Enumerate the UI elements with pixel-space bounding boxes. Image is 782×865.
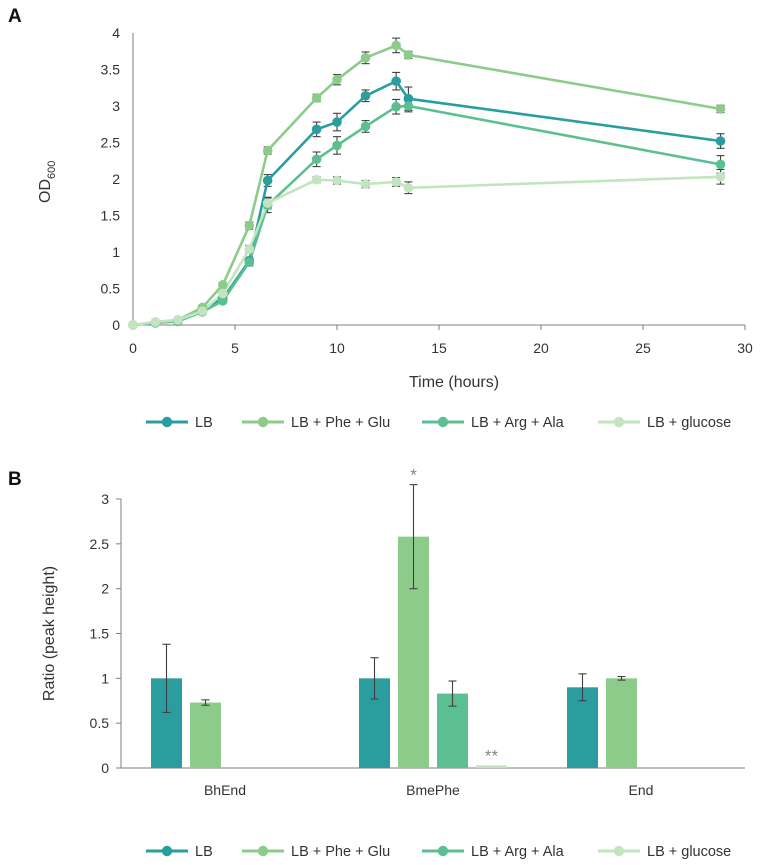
growth-point-lb-arg-ala bbox=[403, 101, 414, 111]
growth-point-lb bbox=[715, 136, 726, 146]
growth-point-lb-glucose bbox=[391, 177, 401, 187]
growth-curve-chart: 0 5 10 15 20 25 30 0 0.5 1 1.5 2 2.5 3 3.5 4 OD600 Time… bbox=[37, 25, 753, 391]
growth-x-tick-label: 0 bbox=[129, 340, 137, 356]
growth-point-lb-glucose bbox=[150, 317, 161, 327]
growth-y-tick-label: 3 bbox=[112, 98, 120, 114]
growth-point-lb-arg-ala bbox=[311, 154, 322, 165]
growth-legend-key-marker-lb bbox=[161, 416, 173, 428]
growth-point-lb-arg-ala bbox=[217, 296, 228, 306]
growth-point-lb-glucose bbox=[332, 175, 342, 186]
ratio-legend-label-lb-arg-ala: LB + Arg + Ala bbox=[471, 844, 565, 860]
panel-b-label: B bbox=[8, 469, 22, 490]
growth-point-lb-glucose bbox=[311, 174, 322, 185]
panel-a-label: A bbox=[8, 6, 22, 27]
growth-y-tick-label: 0.5 bbox=[101, 281, 121, 297]
growth-y-tick-label: 1 bbox=[112, 244, 120, 260]
growth-point-lb-arg-ala bbox=[332, 140, 342, 151]
ratio-legend-key-marker-lb bbox=[161, 845, 173, 857]
growth-legend-label-lb-arg-ala: LB + Arg + Ala bbox=[471, 415, 565, 431]
ratio-y-tick-label: 1 bbox=[101, 670, 109, 686]
growth-point-lb-glucose bbox=[715, 172, 726, 182]
growth-point-lb-phe-glu bbox=[403, 50, 414, 60]
ratio-legend-label-lb: LB bbox=[195, 844, 213, 860]
growth-point-lb-arg-ala bbox=[715, 159, 726, 170]
growth-point-lb-phe-glu bbox=[391, 40, 401, 51]
growth-point-lb-arg-ala bbox=[391, 101, 401, 112]
growth-y-tick-label: 2.5 bbox=[101, 135, 121, 151]
significance-marker: * bbox=[410, 466, 417, 485]
growth-legend-label-lb: LB bbox=[195, 415, 213, 431]
growth-y-axis-title-subscript: 600 bbox=[46, 161, 58, 179]
growth-point-lb bbox=[391, 76, 401, 86]
growth-point-lb-phe-glu bbox=[715, 104, 726, 114]
growth-y-tick-label: 4 bbox=[112, 25, 120, 41]
ratio-y-tick-label: 0 bbox=[101, 760, 109, 776]
growth-y-tick-label: 1.5 bbox=[101, 208, 121, 224]
growth-x-tick-label: 20 bbox=[533, 340, 549, 356]
ratio-y-tick-label: 0.5 bbox=[90, 715, 110, 731]
ratio-y-tick-label: 3 bbox=[101, 491, 109, 507]
growth-point-lb-phe-glu bbox=[332, 74, 342, 85]
ratio-legend-key-marker-lb-phe-glu bbox=[257, 845, 269, 857]
growth-point-lb-glucose bbox=[262, 198, 273, 208]
growth-x-tick-label: 15 bbox=[431, 340, 447, 356]
ratio-legend: LB LB + Phe + Glu LB + Arg + Ala LB + gluco… bbox=[146, 844, 731, 860]
growth-point-lb-phe-glu bbox=[217, 280, 228, 290]
growth-point-lb-phe-glu bbox=[262, 145, 273, 156]
ratio-category-label: BhEnd bbox=[204, 782, 246, 798]
growth-point-lb-glucose bbox=[197, 306, 208, 316]
ratio-category-label: BmePhe bbox=[406, 782, 460, 798]
growth-point-lb-phe-glu bbox=[360, 53, 371, 63]
growth-point-lb-glucose bbox=[244, 244, 255, 254]
growth-point-lb-arg-ala bbox=[244, 257, 255, 268]
growth-legend-key-marker-lb-glucose bbox=[613, 416, 625, 428]
growth-legend-key-marker-lb-arg-ala bbox=[437, 416, 449, 428]
growth-legend-key-marker-lb-phe-glu bbox=[257, 416, 269, 428]
growth-point-lb-phe-glu bbox=[244, 220, 255, 231]
growth-x-tick-label: 25 bbox=[635, 340, 651, 356]
ratio-bar-lb-phe-glu bbox=[606, 678, 637, 768]
growth-x-tick-label: 30 bbox=[737, 340, 753, 356]
growth-point-lb bbox=[360, 90, 371, 101]
growth-point-lb-glucose bbox=[173, 315, 183, 325]
ratio-legend-key-marker-lb-glucose bbox=[613, 845, 625, 857]
growth-x-axis-title: Time (hours) bbox=[409, 374, 499, 391]
ratio-bar-lb-phe-glu bbox=[190, 702, 221, 768]
ratio-category-label: End bbox=[629, 782, 654, 798]
growth-point-lb bbox=[332, 117, 342, 127]
growth-y-tick-label: 3.5 bbox=[101, 62, 121, 78]
ratio-y-tick-label: 1.5 bbox=[90, 626, 110, 642]
growth-legend-label-lb-glucose: LB + glucose bbox=[647, 415, 731, 431]
growth-point-lb bbox=[262, 175, 273, 186]
growth-point-lb bbox=[311, 124, 322, 135]
growth-x-tick-label: 10 bbox=[329, 340, 345, 356]
ratio-y-axis-title: Ratio (peak height) bbox=[41, 566, 58, 701]
growth-point-lb-arg-ala bbox=[360, 121, 371, 132]
growth-y-tick-label: 0 bbox=[112, 317, 120, 333]
growth-y-tick-label: 2 bbox=[112, 171, 120, 187]
growth-point-lb bbox=[403, 93, 414, 104]
growth-point-lb-glucose bbox=[403, 182, 414, 193]
growth-point-lb-glucose bbox=[217, 288, 228, 299]
growth-point-lb-phe-glu bbox=[311, 93, 322, 103]
significance-marker: ** bbox=[485, 746, 499, 765]
ratio-legend-label-lb-phe-glu: LB + Phe + Glu bbox=[291, 844, 390, 860]
growth-legend-label-lb-phe-glu: LB + Phe + Glu bbox=[291, 415, 390, 431]
growth-point-lb-glucose bbox=[360, 179, 371, 189]
ratio-y-tick-label: 2 bbox=[101, 581, 109, 597]
growth-x-tick-label: 5 bbox=[231, 340, 239, 356]
growth-legend: LB LB + Phe + Glu LB + Arg + Ala LB + gluco… bbox=[146, 415, 731, 431]
ratio-legend-key-marker-lb-arg-ala bbox=[437, 845, 449, 857]
ratio-y-tick-label: 2.5 bbox=[90, 536, 110, 552]
ratio-legend-label-lb-glucose: LB + glucose bbox=[647, 844, 731, 860]
growth-point-lb-glucose bbox=[128, 320, 138, 330]
growth-y-axis-title: OD600 bbox=[37, 161, 58, 203]
ratio-bar-lb-glucose bbox=[476, 765, 507, 768]
growth-y-axis-title-main: OD bbox=[37, 179, 54, 203]
